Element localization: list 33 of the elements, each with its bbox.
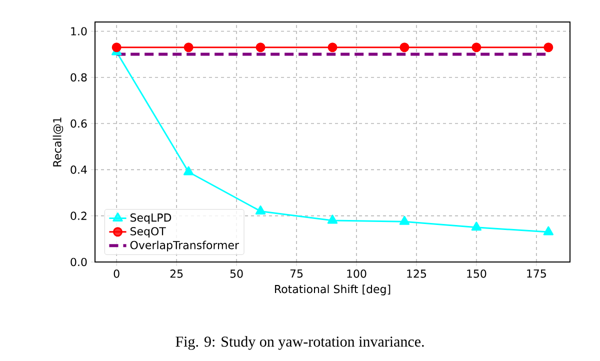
legend-label: OverlapTransformer bbox=[130, 240, 240, 252]
point bbox=[471, 222, 482, 231]
x-tick-label: 75 bbox=[290, 270, 303, 278]
point bbox=[256, 42, 266, 52]
y-tick-label: 0.8 bbox=[70, 73, 87, 82]
point bbox=[255, 205, 266, 214]
x-axis-title: Rotational Shift [deg] bbox=[275, 284, 390, 296]
point bbox=[112, 42, 122, 52]
y-tick-label: 0.6 bbox=[70, 119, 87, 128]
point bbox=[399, 216, 410, 225]
point bbox=[327, 214, 338, 224]
point bbox=[543, 226, 554, 236]
point bbox=[544, 42, 554, 52]
point bbox=[183, 166, 194, 176]
legend-label: SeqOT bbox=[130, 227, 166, 238]
point bbox=[184, 42, 194, 52]
y-tick-label: 0.2 bbox=[70, 212, 86, 220]
point bbox=[328, 42, 338, 52]
y-tick-label: 0.0 bbox=[70, 258, 87, 266]
x-tick-label: 25 bbox=[170, 270, 183, 278]
y-axis-title: Recall@1 bbox=[52, 118, 64, 166]
legend-label: SeqLPD bbox=[130, 213, 172, 224]
point bbox=[400, 42, 410, 52]
x-tick-label: 175 bbox=[527, 270, 546, 278]
x-tick-label: 0 bbox=[114, 270, 120, 278]
y-tick-label: 1.0 bbox=[71, 27, 87, 36]
y-tick-label: 0.4 bbox=[70, 166, 87, 174]
x-tick-label: 50 bbox=[230, 270, 243, 278]
point bbox=[472, 42, 482, 52]
x-tick-label: 100 bbox=[347, 270, 366, 278]
caption: Fig. 9: Study on yaw-rotation invariance. bbox=[176, 336, 424, 350]
x-tick-label: 150 bbox=[467, 270, 486, 278]
x-tick-label: 125 bbox=[407, 270, 426, 278]
